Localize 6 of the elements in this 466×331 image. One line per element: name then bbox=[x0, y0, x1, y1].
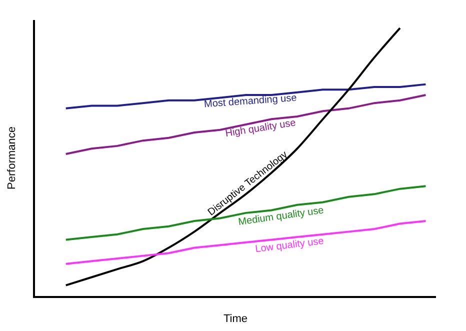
series-label: Most demanding use bbox=[204, 92, 298, 110]
y-axis-title: Performance bbox=[6, 126, 18, 190]
text: Medium quality use bbox=[238, 205, 325, 228]
x-axis-title: Time bbox=[223, 312, 248, 325]
text: Low quality use bbox=[254, 236, 325, 256]
text: High quality use bbox=[224, 118, 298, 140]
